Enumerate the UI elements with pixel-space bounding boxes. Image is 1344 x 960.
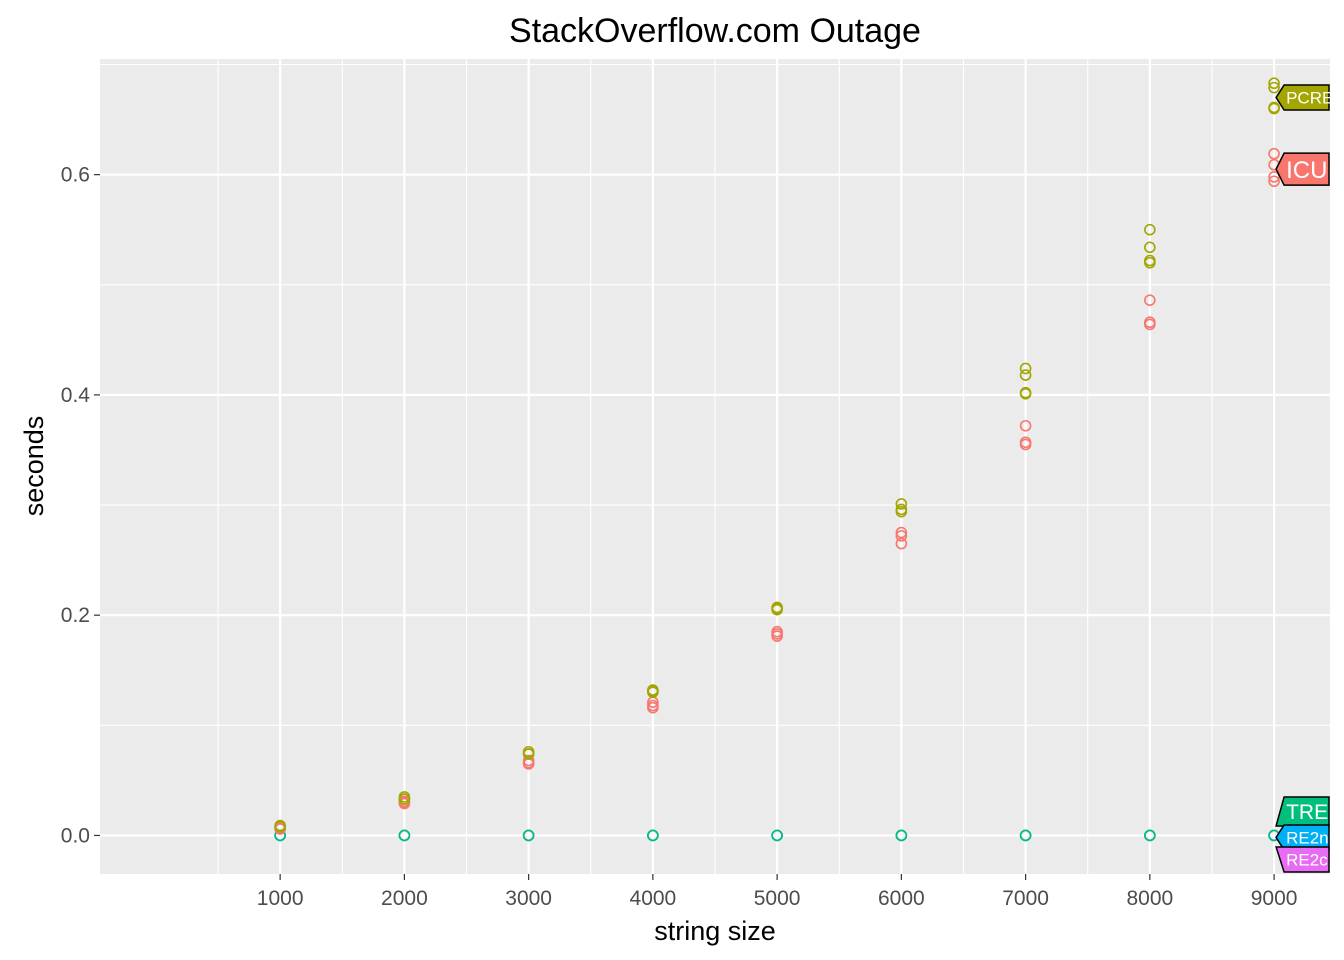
data-point-icu (647, 699, 659, 712)
y-tick-label: 0.0 (61, 824, 90, 847)
data-point-icu (895, 526, 908, 539)
x-axis-title: string size (654, 916, 776, 946)
y-tick-label: 0.4 (61, 384, 91, 407)
data-point-pcre (647, 685, 659, 697)
y-tick-label: 0.6 (61, 164, 90, 187)
data-point-pcre (895, 498, 908, 510)
data-points (274, 77, 1280, 842)
x-tick-label: 5000 (754, 887, 801, 910)
data-point-icu (1268, 175, 1280, 188)
series-label-tre: TRE (1286, 801, 1328, 824)
data-point-icu (895, 537, 908, 550)
data-point-pcre (1268, 77, 1280, 90)
series-label-icu: ICU (1286, 157, 1327, 184)
data-point-icu (398, 797, 411, 810)
x-tick-label: 7000 (1002, 887, 1049, 910)
data-point-tre (398, 829, 411, 842)
data-point-pcre (1268, 101, 1280, 114)
chart-title: StackOverflow.com Outage (509, 12, 921, 50)
y-tick-label: 0.2 (61, 604, 90, 627)
data-point-icu (1268, 171, 1280, 183)
series-label-box-re2c (1275, 846, 1330, 873)
data-point-pcre (1019, 369, 1032, 381)
data-point-icu (1144, 294, 1156, 306)
data-point-pcre (522, 748, 535, 760)
data-point-pcre (1268, 81, 1280, 94)
y-axis-title: seconds (19, 416, 49, 517)
data-point-tre (1144, 829, 1156, 842)
data-point-pcre (1019, 362, 1032, 375)
data-point-pcre (1019, 386, 1032, 399)
data-point-icu (1144, 316, 1156, 329)
data-point-pcre (771, 601, 783, 614)
series-labels: PCRE ICU TRE RE2n RE2c (1275, 84, 1333, 873)
y-axis-ticks: 0.0 0.2 0.4 0.6 (61, 164, 100, 847)
data-point-pcre (1144, 241, 1156, 254)
data-point-pcre (274, 820, 286, 833)
data-point-pcre (895, 503, 908, 516)
data-point-pcre (398, 793, 411, 805)
data-point-pcre (1144, 254, 1156, 267)
series-label-box-pcre (1275, 84, 1330, 111)
grid-minor (100, 59, 1330, 874)
data-point-tre (647, 829, 659, 842)
series-label-re2n: RE2n (1286, 829, 1329, 848)
x-tick-label: 2000 (381, 887, 428, 910)
data-point-icu (895, 530, 908, 542)
data-point-icu (1019, 419, 1032, 432)
data-point-icu (771, 625, 783, 638)
series-label-box-icu (1275, 152, 1330, 186)
grid-major (100, 59, 1330, 874)
data-point-icu (1019, 436, 1032, 449)
data-point-icu (522, 756, 535, 769)
data-point-tre (1019, 829, 1032, 842)
data-point-pcre (1144, 223, 1156, 236)
x-tick-label: 4000 (630, 887, 677, 910)
data-point-icu (1268, 147, 1280, 160)
data-point-tre (522, 829, 535, 842)
x-tick-label: 3000 (505, 887, 552, 910)
x-tick-label: 8000 (1126, 887, 1173, 910)
x-axis-ticks: 1000 2000 3000 4000 5000 6000 7000 8000 9000 (257, 874, 1298, 910)
series-label-re2c: RE2c (1286, 851, 1328, 870)
data-point-tre (895, 829, 908, 842)
x-tick-label: 9000 (1251, 887, 1298, 910)
x-tick-label: 6000 (878, 887, 925, 910)
data-point-tre (771, 829, 783, 842)
series-label-pcre: PCRE (1286, 89, 1333, 108)
x-tick-label: 1000 (257, 887, 304, 910)
